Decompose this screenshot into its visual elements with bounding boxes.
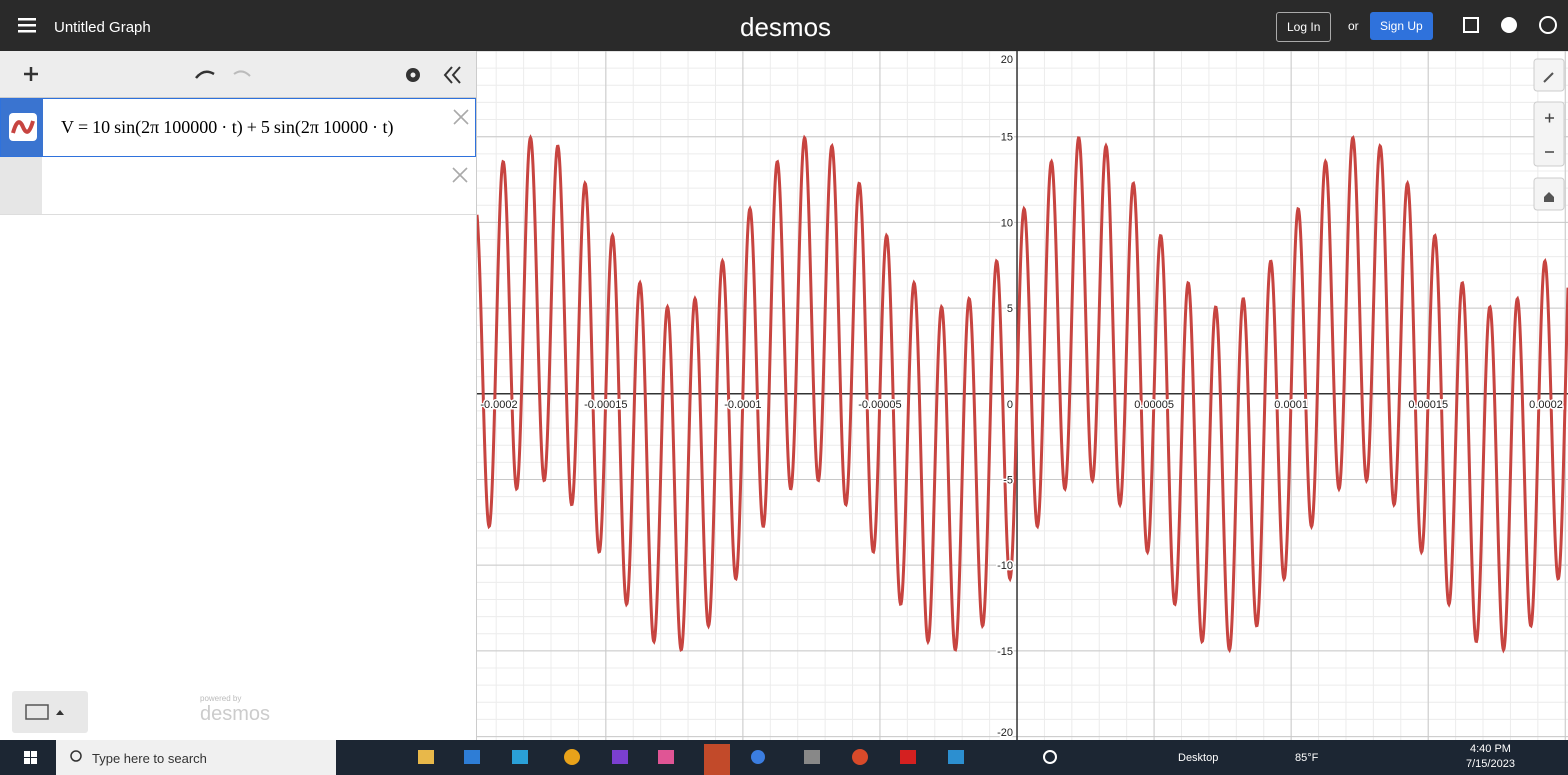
x-tick-label: -0.00015 [584, 399, 627, 411]
search-box[interactable]: Type here to search [92, 751, 207, 766]
delete-icon[interactable] [450, 165, 470, 185]
x-tick-label: -0.0001 [724, 399, 761, 411]
delete-icon[interactable] [451, 107, 471, 127]
y-tick-label: -20 [997, 727, 1013, 739]
lhs: V [61, 117, 74, 137]
zoom-controls[interactable] [1533, 58, 1565, 218]
frequency: 100000 [163, 117, 218, 137]
function-curve [477, 134, 1568, 654]
expression-tab[interactable] [1, 99, 43, 156]
empty-row[interactable] [0, 157, 476, 215]
header-icons[interactable] [1460, 15, 1568, 39]
toolbar [0, 51, 476, 98]
y-tick-label: -5 [1003, 474, 1013, 486]
login-button[interactable]: Log In [1276, 12, 1332, 42]
header: Untitled Graph desmos Log In or Sign Up [0, 0, 1568, 51]
argument: · t) [372, 117, 394, 137]
y-tick-label: 10 [1001, 217, 1013, 229]
x-tick-label: 0.00005 [1134, 399, 1174, 411]
signup-button[interactable]: Sign Up [1370, 12, 1433, 40]
x-tick-label: -0.00005 [858, 399, 901, 411]
argument: · t) [221, 117, 243, 137]
y-tick-label: -15 [997, 646, 1013, 658]
x-tick-label: -0.0002 [480, 399, 517, 411]
y-tick-label: 20 [1001, 54, 1013, 66]
brand: desmos [200, 703, 271, 725]
x-tick-label: 0 [1007, 399, 1013, 411]
logo: desmos [740, 12, 832, 42]
x-tick-label: 0.0002 [1529, 399, 1563, 411]
y-tick-label: -10 [997, 560, 1013, 572]
amplitude: 10 [92, 117, 111, 137]
menu-icon[interactable] [18, 17, 42, 37]
expression-row[interactable]: V = 10 sin(2π 100000 · t) +5 sin(2π 10000 · t) [0, 98, 476, 157]
frequency: 10000 [323, 117, 368, 137]
or-text: or [1348, 19, 1359, 33]
powered-by: powered by [200, 694, 242, 703]
keyboard-toggle[interactable] [12, 691, 88, 733]
expression-list: V = 10 sin(2π 100000 · t) +5 sin(2π 10000 · t) po… [0, 51, 477, 740]
y-tick-label: 15 [1001, 132, 1013, 144]
clock-date[interactable]: 7/15/2023 [1466, 758, 1515, 770]
toolbar-icons[interactable] [0, 51, 476, 97]
clock-time[interactable]: 4:40 PM [1470, 743, 1511, 755]
sign: + [246, 117, 257, 137]
desktop-label[interactable]: Desktop [1178, 752, 1219, 764]
taskbar-icons[interactable] [0, 740, 1568, 775]
x-tick-label: 0.0001 [1274, 399, 1308, 411]
weather[interactable]: 85°F [1295, 752, 1319, 764]
taskbar: Type here to search Desktop 85°F 4:40 PM… [0, 740, 1568, 775]
graph: -0.0002 -0.00015 -0.0001 -0.00005 0 0.00005 0.… [477, 51, 1568, 740]
expression-tab [0, 157, 42, 214]
function: sin(2π [114, 117, 160, 137]
y-tick-label: 5 [1007, 303, 1013, 315]
expression[interactable]: V = 10 sin(2π 100000 · t) +5 sin(2π 10000 · t) [61, 117, 441, 138]
function: sin(2π [273, 117, 319, 137]
graph-title[interactable]: Untitled Graph [54, 19, 151, 36]
equals: = [78, 117, 89, 137]
amplitude: 5 [260, 117, 270, 137]
x-tick-label: 0.00015 [1408, 399, 1448, 411]
